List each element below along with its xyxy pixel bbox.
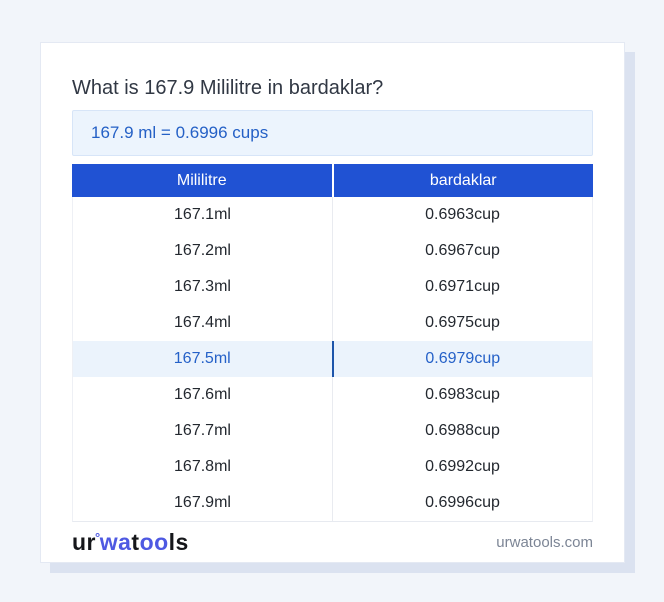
table-header-row: Mililitre bardaklar	[72, 164, 593, 197]
cup-value: 0.6967cup	[332, 233, 592, 269]
logo-part: ur	[72, 529, 96, 555]
ml-value: 167.2ml	[174, 242, 231, 259]
cup-value: 0.6992cup	[332, 449, 592, 485]
ml-value: 167.5ml	[173, 350, 231, 367]
cup-value: 0.6988cup	[332, 413, 592, 449]
ml-value: 167.8ml	[174, 458, 231, 475]
cup-value: 0.6996cup	[332, 485, 592, 521]
conversion-result-box: 167.9 ml = 0.6996 cups	[72, 110, 593, 156]
table-row[interactable]: 167.9ml 0.6996cup	[73, 485, 592, 521]
ml-value: 167.4ml	[174, 314, 231, 331]
converter-card: What is 167.9 Mililitre in bardaklar? 16…	[40, 42, 625, 563]
ml-value: 167.3ml	[174, 278, 231, 295]
ml-value: 167.9ml	[174, 494, 231, 511]
table-row[interactable]: 167.7ml 0.6988cup	[73, 413, 592, 449]
card-footer: ur°watools urwatools.com	[72, 522, 593, 563]
table-row[interactable]: 167.6ml 0.6983cup	[73, 377, 592, 413]
table-row-highlighted[interactable]: 167.5ml 0.6979cup	[73, 341, 592, 377]
ml-value: 167.7ml	[174, 422, 231, 439]
ml-value: 167.6ml	[174, 386, 231, 403]
logo-part: wa	[99, 529, 132, 555]
table-row[interactable]: 167.3ml 0.6971cup	[73, 269, 592, 305]
site-domain: urwatools.com	[496, 534, 593, 551]
logo-part: ls	[168, 529, 189, 555]
column-header-mililitre: Mililitre	[72, 164, 332, 197]
table-row[interactable]: 167.8ml 0.6992cup	[73, 449, 592, 485]
table-row[interactable]: 167.4ml 0.6975cup	[73, 305, 592, 341]
logo-part: oo	[139, 529, 169, 555]
cup-value: 0.6979cup	[331, 341, 593, 377]
conversion-result-text: 167.9 ml = 0.6996 cups	[91, 123, 269, 142]
ml-value: 167.1ml	[174, 206, 231, 223]
urwatools-logo[interactable]: ur°watools	[72, 529, 189, 556]
logo-part: t	[131, 529, 140, 555]
logo-degree-mark: °	[95, 530, 101, 545]
cup-value: 0.6971cup	[332, 269, 592, 305]
table-body: 167.1ml 0.6963cup 167.2ml 0.6967cup 167.…	[72, 197, 593, 522]
conversion-table: Mililitre bardaklar 167.1ml 0.6963cup 16…	[72, 164, 593, 522]
cup-value: 0.6963cup	[332, 197, 592, 233]
table-row[interactable]: 167.2ml 0.6967cup	[73, 233, 592, 269]
table-row[interactable]: 167.1ml 0.6963cup	[73, 197, 592, 233]
cup-value: 0.6983cup	[332, 377, 592, 413]
page-title: What is 167.9 Mililitre in bardaklar?	[72, 77, 384, 99]
column-header-bardaklar: bardaklar	[333, 164, 593, 197]
cup-value: 0.6975cup	[332, 305, 592, 341]
